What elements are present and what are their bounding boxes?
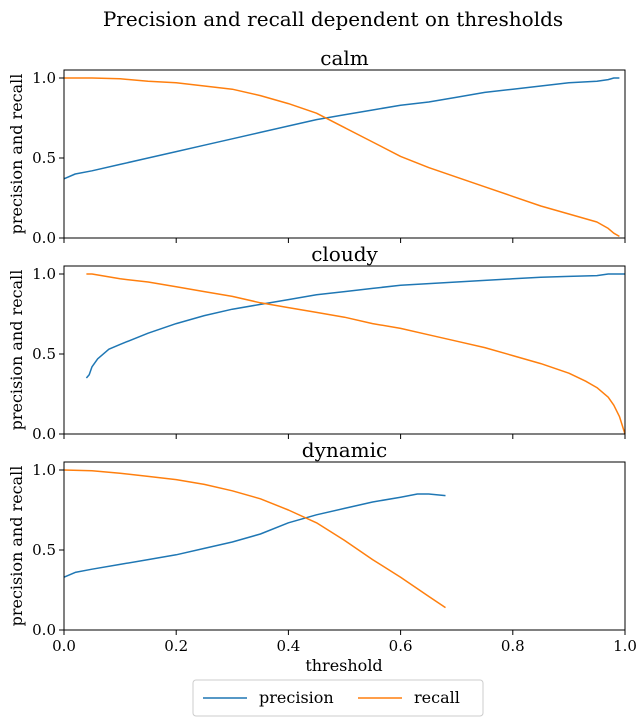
x-tick-label: 1.0 — [613, 637, 637, 655]
recall-line — [86, 273, 626, 435]
legend-label-precision: precision — [259, 688, 334, 707]
y-axis-label: precision and recall — [7, 466, 26, 627]
y-tick-label: 1.0 — [32, 69, 56, 87]
figure-title: Precision and recall dependent on thresh… — [103, 7, 563, 31]
legend-box — [192, 679, 484, 717]
x-tick-label: 0.2 — [164, 637, 188, 655]
y-tick-label: 1.0 — [32, 461, 56, 479]
precision-line — [63, 77, 620, 180]
y-tick-label: 0.5 — [32, 541, 56, 559]
panel-title: calm — [320, 46, 369, 70]
panel-title: dynamic — [302, 438, 387, 462]
y-tick-label: 1.0 — [32, 265, 56, 283]
y-tick-label: 0.0 — [32, 621, 56, 639]
y-tick-label: 0.5 — [32, 345, 56, 363]
axes-frame — [63, 461, 626, 631]
panel-cloudy: cloudy precision and recall 0.0 0.5 1.0 — [7, 242, 626, 443]
y-tick-label: 0.0 — [32, 425, 56, 443]
recall-line — [64, 77, 620, 238]
panel-calm: calm precision and recall 0.0 0.5 1.0 — [7, 46, 626, 247]
y-axis-label: precision and recall — [7, 74, 26, 235]
legend-label-recall: recall — [414, 688, 460, 707]
x-tick-label: 0.0 — [52, 637, 76, 655]
legend: precision recall — [192, 679, 484, 717]
x-tick-label: 0.6 — [389, 637, 413, 655]
axes-frame — [63, 265, 626, 435]
axes-frame — [63, 69, 626, 239]
x-tick-label: 0.8 — [501, 637, 525, 655]
recall-line — [63, 469, 446, 609]
x-axis-label: threshold — [305, 656, 382, 675]
panel-title: cloudy — [311, 242, 378, 266]
precision-line — [85, 273, 625, 379]
y-axis-label: precision and recall — [7, 270, 26, 431]
y-tick-label: 0.5 — [32, 149, 56, 167]
x-tick-label: 0.4 — [276, 637, 300, 655]
precision-line — [63, 493, 446, 578]
panel-dynamic: dynamic precision and recall 0.0 0.5 1.0 0.0 0… — [7, 438, 637, 655]
y-tick-label: 0.0 — [32, 229, 56, 247]
subplots-group: calm precision and recall 0.0 0.5 1.0 cloudy p… — [7, 46, 637, 655]
